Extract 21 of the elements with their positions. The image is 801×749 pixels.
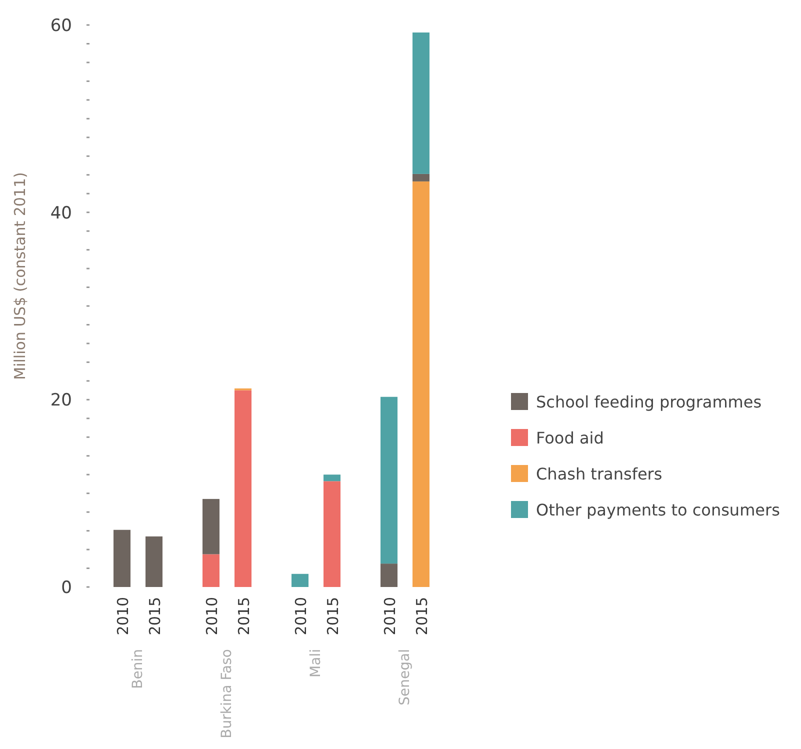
legend-label: School feeding programmes xyxy=(536,392,762,412)
x-tick-label: 2015 xyxy=(413,597,431,636)
x-tick-label: 2010 xyxy=(114,597,132,636)
legend-label: Chash transfers xyxy=(536,464,662,484)
y-axis-title: Million US$ (constant 2011) xyxy=(11,172,29,380)
x-tick-label: 2015 xyxy=(324,597,342,636)
text: Mali xyxy=(308,649,324,678)
y-tick-label: 60 xyxy=(50,16,72,36)
x-tick-label: 2010 xyxy=(203,597,221,636)
legend-label: Food aid xyxy=(536,428,604,448)
x-tick-label: 2015 xyxy=(146,597,164,636)
x-tick-label: 2010 xyxy=(292,597,310,636)
text: Burkina Faso xyxy=(219,649,235,738)
text: Benin xyxy=(130,649,146,689)
y-tick-label: 0 xyxy=(61,578,72,598)
y-tick-label: 40 xyxy=(50,203,72,224)
legend-label: Other payments to consumers xyxy=(536,500,780,520)
y-tick-label: 20 xyxy=(50,390,72,411)
text: Senegal xyxy=(397,649,413,706)
x-tick-label: 2010 xyxy=(381,597,399,636)
x-tick-label: 2015 xyxy=(235,597,253,636)
